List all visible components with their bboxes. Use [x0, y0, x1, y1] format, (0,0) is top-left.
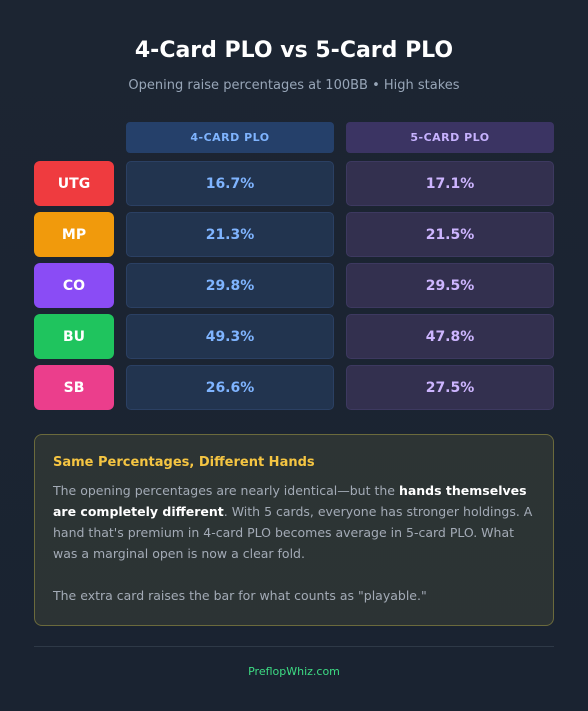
- insight-paragraph-2: The extra card raises the bar for what c…: [53, 588, 427, 603]
- insight-body: The opening percentages are nearly ident…: [53, 480, 535, 606]
- cell-5card-sb: 27.5%: [346, 365, 554, 410]
- position-label-co: CO: [34, 263, 114, 308]
- page-title: 4-Card PLO vs 5-Card PLO: [134, 38, 454, 63]
- position-label-sb: SB: [34, 365, 114, 410]
- footer-brand-link[interactable]: PreflopWhiz.com: [248, 665, 340, 678]
- position-label-mp: MP: [34, 212, 114, 257]
- cell-4card-co: 29.8%: [126, 263, 334, 308]
- cell-4card-utg: 16.7%: [126, 161, 334, 206]
- insight-paragraph-1: The opening percentages are nearly ident…: [53, 480, 535, 564]
- cell-5card-mp: 21.5%: [346, 212, 554, 257]
- position-label-utg: UTG: [34, 161, 114, 206]
- insight-text-after: . With 5 cards, everyone has stronger ho…: [53, 504, 533, 561]
- footer-divider: [34, 646, 554, 647]
- position-label-bu: BU: [34, 314, 114, 359]
- column-header-5-card: 5-CARD PLO: [346, 122, 554, 153]
- cell-5card-utg: 17.1%: [346, 161, 554, 206]
- cell-5card-bu: 47.8%: [346, 314, 554, 359]
- page-subtitle: Opening raise percentages at 100BB • Hig…: [128, 78, 460, 93]
- column-header-4-card: 4-CARD PLO: [126, 122, 334, 153]
- cell-4card-bu: 49.3%: [126, 314, 334, 359]
- insight-title: Same Percentages, Different Hands: [53, 455, 315, 470]
- insight-text-before: The opening percentages are nearly ident…: [53, 483, 399, 498]
- cell-5card-co: 29.5%: [346, 263, 554, 308]
- insight-callout: Same Percentages, Different Hands The op…: [34, 434, 554, 626]
- cell-4card-sb: 26.6%: [126, 365, 334, 410]
- insight-emphasis: hands themselves are completely differen…: [53, 483, 527, 519]
- cell-4card-mp: 21.3%: [126, 212, 334, 257]
